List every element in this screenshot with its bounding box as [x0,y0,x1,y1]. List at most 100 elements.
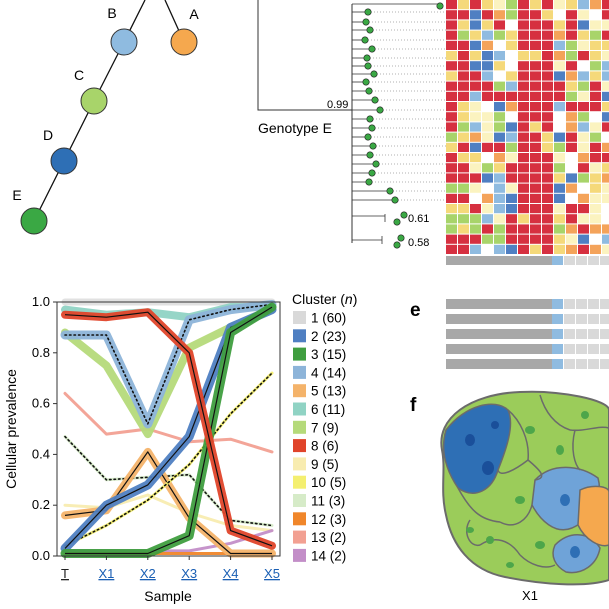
heatmap-cell [554,0,565,10]
heatmap-cell [518,183,529,193]
heatmap-cell [578,91,589,101]
heatmap-cell [458,20,469,30]
heatmap-cell [602,173,609,183]
heatmap-cell [590,122,601,132]
heatmap-cell [458,142,469,152]
leaf-node [366,26,374,34]
heatmap-cell [602,224,609,234]
heatmap-cell [578,122,589,132]
panel-e-bar [446,344,552,354]
heatmap-cell [470,163,481,173]
legend-swatch [293,475,306,489]
heatmap-cell [530,20,541,30]
heatmap-cell [506,173,517,183]
heatmap-cell [482,214,493,224]
heatmap-cell [518,61,529,71]
heatmap-cell [458,91,469,101]
footer-segment [600,256,609,265]
leaf-node [365,178,373,186]
heatmap-cell [554,244,565,254]
heatmap-cell [578,61,589,71]
heatmap-cell [578,20,589,30]
heatmap-cell [482,40,493,50]
leaf-node [363,54,371,62]
leaf-node [393,218,401,226]
legend-label: 11 (3) [311,494,345,509]
heatmap-cell [458,193,469,203]
heatmap-cell [542,122,553,132]
legend-label: 1 (60) [311,311,346,326]
clone-tree: B A C D E [12,0,199,235]
heatmap-cell [566,40,577,50]
heatmap-cell [554,71,565,81]
heatmap-cell [506,30,517,40]
panel-e-bar [446,359,552,369]
leaf-node [362,78,370,86]
heatmap-cell [530,91,541,101]
heatmap-cell [518,193,529,203]
heatmap-cell [458,204,469,214]
legend-label: 6 (11) [311,402,345,417]
heatmap-cell [506,91,517,101]
heatmap-cell [566,0,577,10]
heatmap-cell [470,224,481,234]
heatmap-cell [458,244,469,254]
heatmap-cell [470,51,481,61]
footer-segment [446,256,552,265]
heatmap-cell [518,20,529,30]
x-tick-label[interactable]: X5 [264,566,280,581]
heatmap-cell [542,91,553,101]
heatmap-cell [602,30,609,40]
heatmap-cell [458,51,469,61]
heatmap-cell [554,20,565,30]
heatmap-cell [578,71,589,81]
heatmap-cell [470,71,481,81]
heatmap-cell [542,30,553,40]
heatmap-cell [518,204,529,214]
legend-label: 8 (6) [311,439,339,454]
heatmap-cell [446,214,457,224]
x-tick-label[interactable]: X2 [140,566,156,581]
heatmap-cell [458,40,469,50]
support-value-0: 0.99 [327,99,348,111]
heatmap-cell [530,81,541,91]
legend-label: 12 (3) [311,512,346,527]
heatmap-cell [470,214,481,224]
x-tick-label[interactable]: X1 [98,566,114,581]
panel-e-bar [576,329,587,339]
heatmap-cell [566,10,577,20]
panel-e-bar [588,344,599,354]
x-tick-label[interactable]: X3 [181,566,197,581]
heatmap-cell [446,51,457,61]
heatmap-cell [590,224,601,234]
heatmap-cell [518,51,529,61]
heatmap-cell [482,0,493,10]
heatmap-cell [482,142,493,152]
heatmap-cell [602,153,609,163]
heatmap-cell [506,81,517,91]
heatmap-cell [578,173,589,183]
heatmap-cell [446,132,457,142]
heatmap-cell [578,0,589,10]
heatmap-cell [578,193,589,203]
legend-title-n: n [345,291,353,307]
heatmap-cell [530,40,541,50]
heatmap-cell [470,142,481,152]
heatmap-cell [566,193,577,203]
heatmap-cell [566,244,577,254]
footer-segment [588,256,599,265]
series-line [63,391,274,454]
heatmap-cell [482,91,493,101]
heatmap-cell [458,234,469,244]
panel-e-bar [576,314,587,324]
heatmap-cell [542,204,553,214]
panel-e-bar [576,299,587,309]
heatmap-cell [542,183,553,193]
x-tick-label[interactable]: X4 [223,566,239,581]
heatmap-cell [602,20,609,30]
heatmap-cell [530,234,541,244]
heatmap-cell [542,163,553,173]
heatmap-cell [482,61,493,71]
legend-label: 10 (5) [311,475,346,490]
heatmap-cell [578,10,589,20]
